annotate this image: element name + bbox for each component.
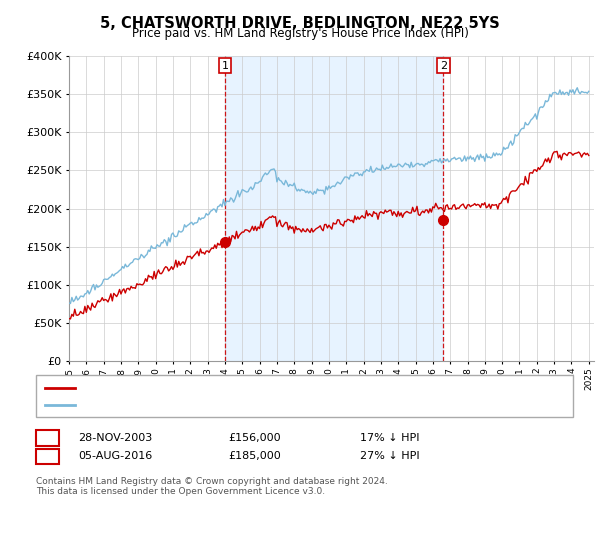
Text: 28-NOV-2003: 28-NOV-2003 — [78, 433, 152, 443]
Text: 2: 2 — [440, 60, 447, 71]
Text: 5, CHATSWORTH DRIVE, BEDLINGTON, NE22 5YS (detached house): 5, CHATSWORTH DRIVE, BEDLINGTON, NE22 5Y… — [81, 383, 429, 393]
Text: 1: 1 — [43, 431, 52, 445]
Text: 27% ↓ HPI: 27% ↓ HPI — [360, 451, 419, 461]
Text: Price paid vs. HM Land Registry's House Price Index (HPI): Price paid vs. HM Land Registry's House … — [131, 27, 469, 40]
Text: 2: 2 — [43, 450, 52, 463]
Bar — [225, 56, 443, 361]
Text: This data is licensed under the Open Government Licence v3.0.: This data is licensed under the Open Gov… — [36, 487, 325, 496]
Text: 17% ↓ HPI: 17% ↓ HPI — [360, 433, 419, 443]
Text: £185,000: £185,000 — [228, 451, 281, 461]
Text: 5, CHATSWORTH DRIVE, BEDLINGTON, NE22 5YS: 5, CHATSWORTH DRIVE, BEDLINGTON, NE22 5Y… — [100, 16, 500, 31]
Text: 05-AUG-2016: 05-AUG-2016 — [78, 451, 152, 461]
Text: £156,000: £156,000 — [228, 433, 281, 443]
Text: Contains HM Land Registry data © Crown copyright and database right 2024.: Contains HM Land Registry data © Crown c… — [36, 477, 388, 486]
Text: HPI: Average price, detached house, Northumberland: HPI: Average price, detached house, Nort… — [81, 400, 360, 410]
Text: 1: 1 — [221, 60, 229, 71]
